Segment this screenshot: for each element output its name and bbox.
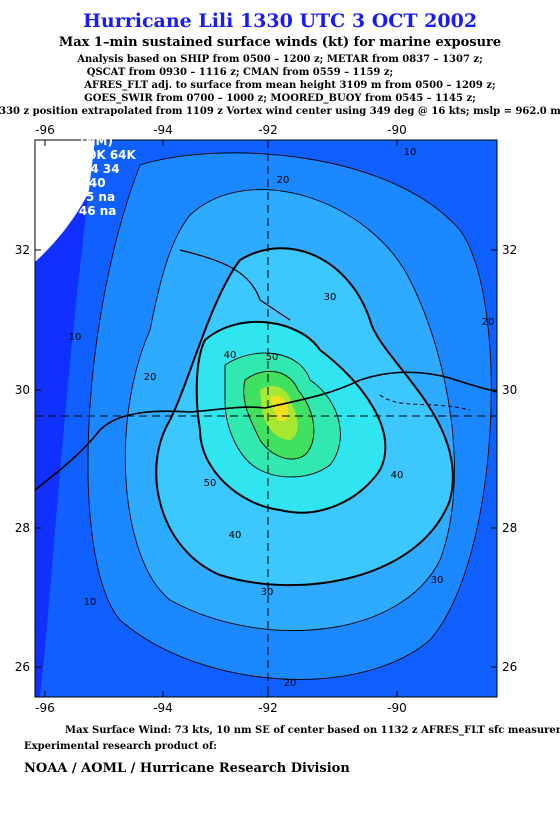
wind-field: [35, 140, 497, 697]
contour-label: 10: [69, 332, 82, 343]
note: GOES_SWIR from 0700 – 1000 z; MOORED_BUO…: [84, 93, 476, 104]
x-tick-label: -92: [258, 123, 278, 137]
y-tick-label: 30: [15, 383, 30, 397]
x-tick-label: -96: [35, 123, 55, 137]
note: QSCAT from 0930 – 1116 z; CMAN from 0559…: [87, 67, 393, 78]
title: Hurricane Lili 1330 UTC 3 OCT 2002: [83, 10, 477, 32]
x-tick-label: -92: [258, 701, 278, 715]
contour-label: 10: [84, 597, 97, 608]
legend-header: (NM): [80, 134, 113, 148]
y-tick-label: 28: [502, 521, 517, 535]
x-tick-label: -90: [387, 701, 407, 715]
legend-row: 54 34: [82, 162, 120, 176]
contour-label: 30: [261, 587, 274, 598]
y-tick-label: 26: [15, 660, 30, 674]
legend-row: 0K 64K: [88, 148, 137, 162]
legend-row: 0 55 na: [65, 190, 115, 204]
legend-row: 89 40: [68, 176, 106, 190]
y-tick-label: 32: [502, 243, 517, 257]
contour-label: 50: [266, 352, 279, 363]
max-wind: Max Surface Wind: 73 kts, 10 nm SE of ce…: [65, 725, 560, 736]
x-tick-label: -90: [387, 123, 407, 137]
y-tick-label: 28: [15, 521, 30, 535]
x-tick-label: -96: [35, 701, 55, 715]
note: 1330 z position extrapolated from 1109 z…: [0, 106, 560, 117]
contour-label: 40: [229, 530, 242, 541]
x-tick-label: -94: [153, 701, 173, 715]
product: Experimental research product of:: [24, 741, 217, 752]
contour-label: 20: [277, 175, 290, 186]
contour-label: 20: [482, 317, 495, 328]
notes: Analysis based on SHIP from 0500 – 1200 …: [0, 54, 560, 117]
map-frame: [34, 139, 498, 698]
y-tick-label: 32: [15, 243, 30, 257]
subtitle: Max 1–min sustained surface winds (kt) f…: [59, 35, 501, 50]
note: AFRES_FLT adj. to surface from mean heig…: [83, 80, 495, 91]
y-tick-label: 26: [502, 660, 517, 674]
contour-label: 20: [284, 678, 297, 689]
note: Analysis based on SHIP from 0500 – 1200 …: [76, 54, 483, 65]
contour-label: 30: [324, 292, 337, 303]
contour-label: 10: [404, 147, 417, 158]
contour-label: 20: [144, 372, 157, 383]
legend-row: 00 46 na: [58, 204, 116, 218]
contour-label: 40: [224, 350, 237, 361]
contour-label: 30: [431, 575, 444, 586]
org: NOAA / AOML / Hurricane Research Divisio…: [24, 761, 350, 776]
contour-label: 40: [391, 470, 404, 481]
contour-label: 50: [204, 478, 217, 489]
y-tick-label: 30: [502, 383, 517, 397]
x-tick-label: -94: [153, 123, 173, 137]
